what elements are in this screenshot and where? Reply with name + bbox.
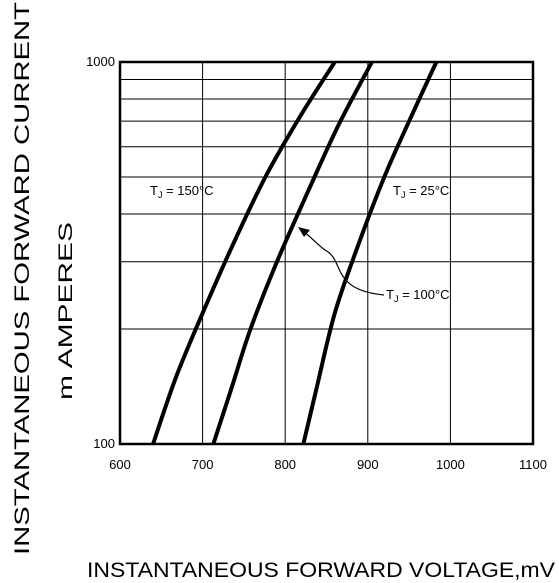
x-tick-label: 1100 xyxy=(519,457,547,472)
plot-frame xyxy=(118,60,535,446)
curve-tj-150 xyxy=(151,60,337,445)
grid-lines xyxy=(120,62,533,444)
y-axis-label-line2: m AMPERES xyxy=(56,222,77,400)
x-tick-label: 900 xyxy=(357,457,379,472)
x-tick-label: 600 xyxy=(109,457,131,472)
curve-tj-100 xyxy=(211,61,374,445)
x-tick-label: 700 xyxy=(192,457,214,472)
x-axis-label: INSTANTANEOUS FORWARD VOLTAGE,mV xyxy=(87,559,555,582)
leader-line-tj-100 xyxy=(302,230,385,296)
tick-labels: 600 700 800 900 1000 1100 100 1000 xyxy=(86,54,547,472)
curve-tj-25 xyxy=(301,61,439,445)
x-tick-label: 1000 xyxy=(436,457,465,472)
y-tick-label: 1000 xyxy=(86,54,115,69)
label-tj-25: TJ = 25°C xyxy=(393,183,449,200)
label-tj-100: TJ = 100°C xyxy=(386,287,450,304)
label-tj-150: TJ = 150°C xyxy=(150,183,214,200)
leader-arrowhead xyxy=(298,227,310,237)
y-tick-label: 100 xyxy=(93,436,115,451)
curves xyxy=(151,60,439,445)
x-tick-label: 800 xyxy=(274,457,296,472)
y-axis-label-line1: INSTANTANEOUS FORWARD CURRENT xyxy=(11,2,34,555)
